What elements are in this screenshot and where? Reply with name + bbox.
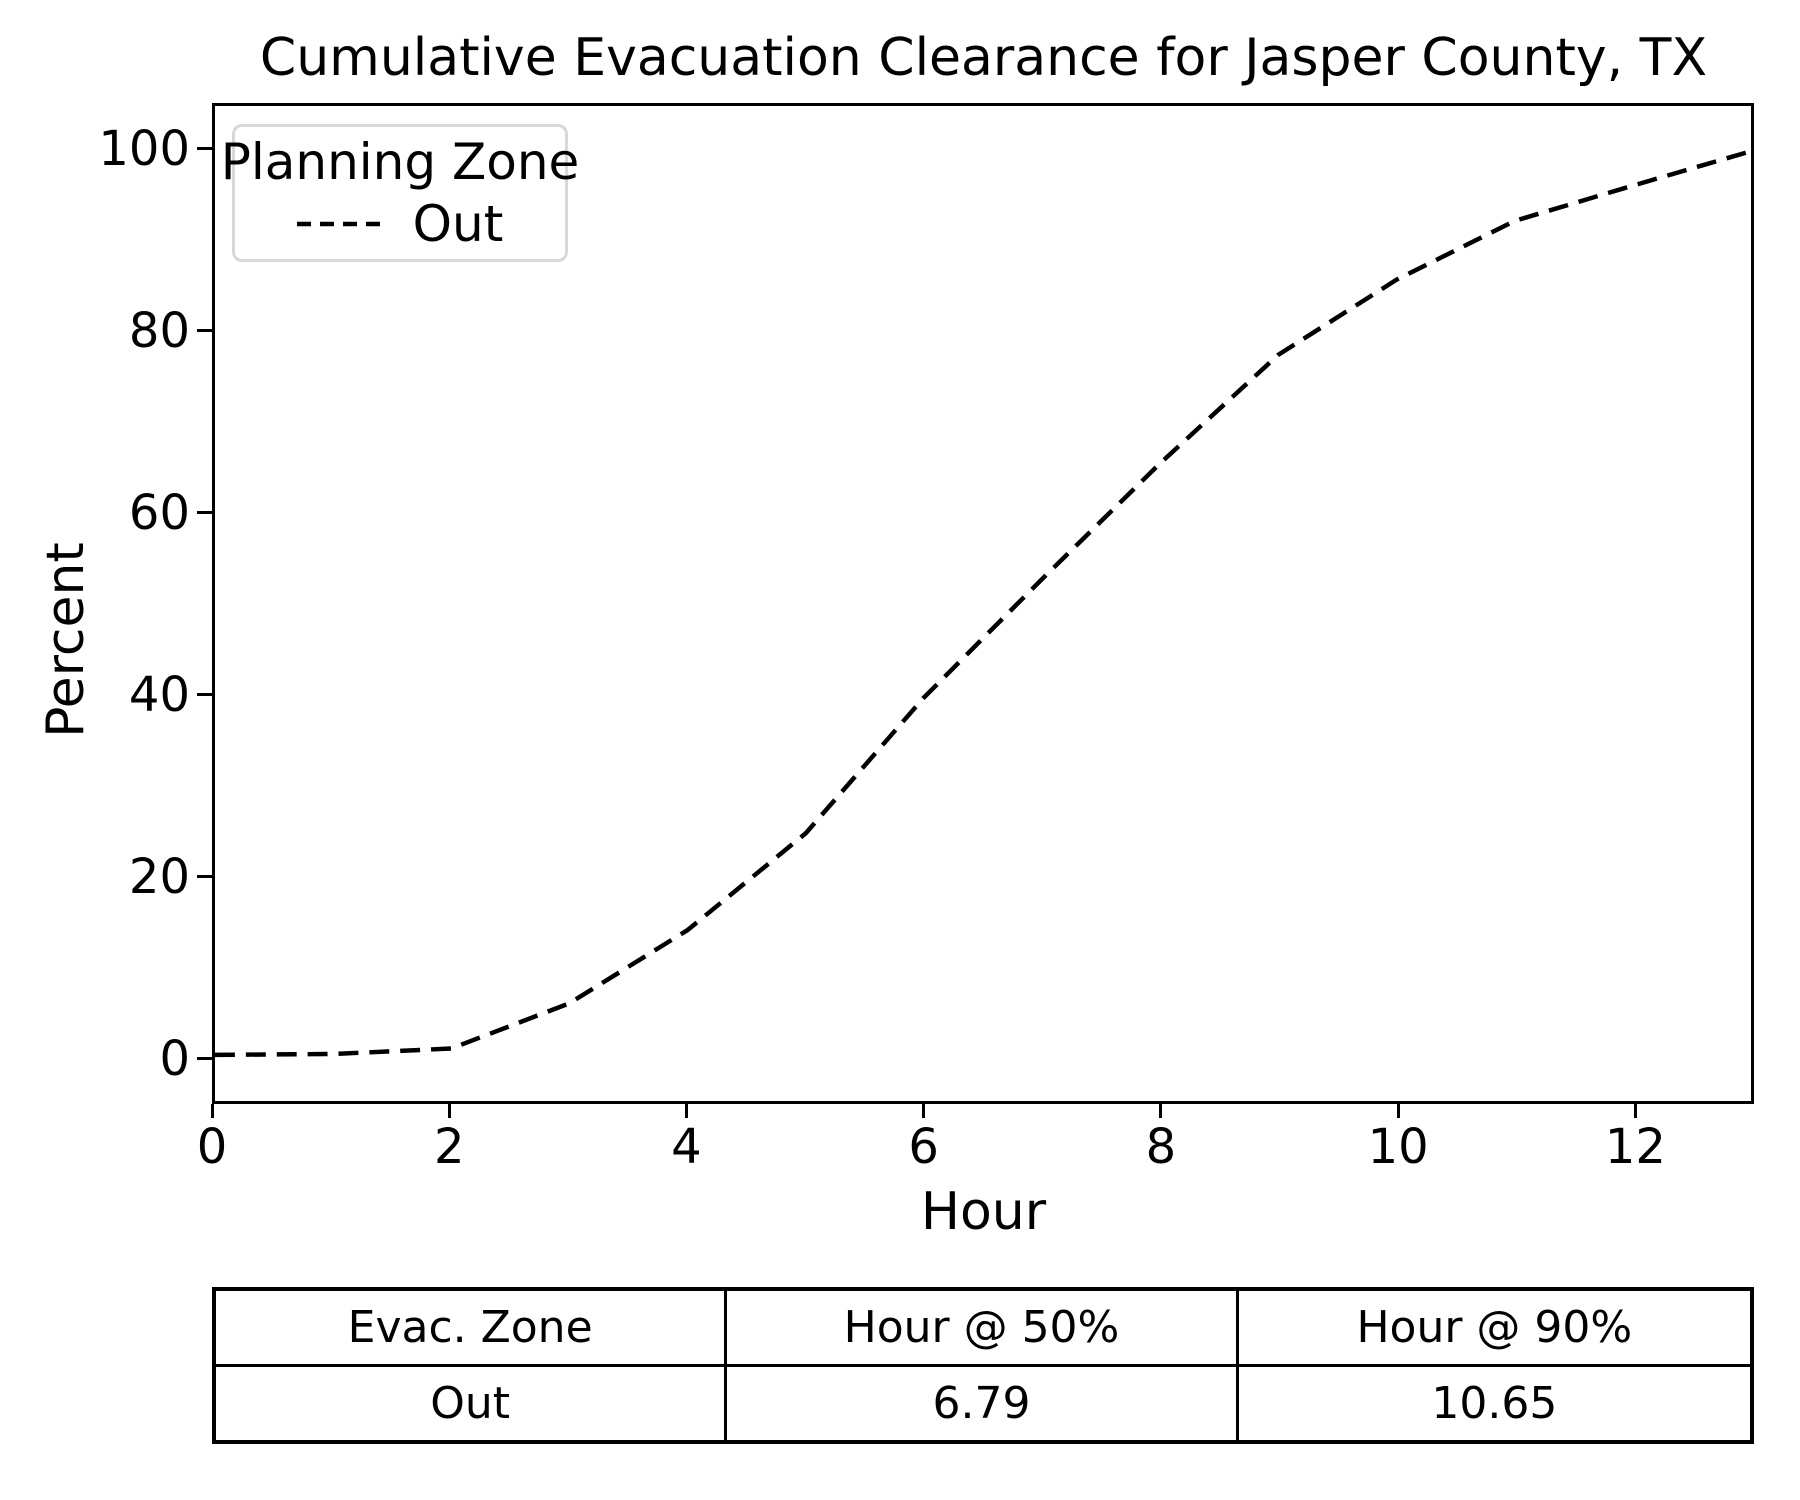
table-header-cell: Hour @ 50% (727, 1291, 1239, 1367)
x-tick-mark (447, 1104, 451, 1118)
x-tick-label: 6 (908, 1119, 939, 1175)
x-tick-label: 0 (196, 1119, 228, 1175)
legend: Planning Zone Out (221, 124, 579, 262)
x-tick-label: 12 (1604, 1119, 1666, 1175)
x-tick-mark (210, 1104, 214, 1118)
y-tick-label: 100 (98, 120, 190, 177)
summary-table: Evac. Zone Hour @ 50% Hour @ 90% Out 6.79 10.… (212, 1287, 1754, 1444)
y-tick-label: 0 (159, 1030, 190, 1087)
y-tick-mark (197, 329, 212, 332)
table-cell: 10.65 (1431, 1378, 1558, 1429)
table-cell: Out (216, 1367, 728, 1440)
table-cell: 6.79 (727, 1367, 1239, 1440)
series-out-line (215, 149, 1751, 1058)
y-tick-label: 40 (128, 666, 190, 723)
x-tick-mark (684, 1104, 688, 1118)
x-tick-label: 4 (671, 1119, 702, 1175)
y-tick-mark (197, 147, 212, 150)
x-axis-label: Hour (920, 1182, 1047, 1242)
table-header-cell: Evac. Zone (216, 1291, 728, 1367)
y-tick-label: 20 (128, 848, 190, 905)
x-tick-mark (1396, 1104, 1400, 1118)
legend-entry-label: Out (412, 195, 504, 253)
x-tick-mark (1633, 1104, 1637, 1118)
chart-title: Cumulative Evacuation Clearance for Jasp… (259, 28, 1708, 88)
x-tick-label: 8 (1145, 1119, 1177, 1175)
y-tick-mark (197, 875, 212, 878)
legend-title: Planning Zone (220, 133, 580, 191)
y-axis-label: Percent (36, 542, 96, 738)
series-plot (215, 149, 1751, 1058)
x-tick-label: 10 (1367, 1119, 1429, 1175)
y-tick-label: 80 (128, 302, 190, 359)
y-tick-mark (197, 1057, 212, 1060)
y-tick-mark (197, 511, 212, 514)
table-header-cell: Hour @ 90% (1238, 1291, 1750, 1367)
x-tick-mark (1159, 1104, 1163, 1118)
dashed-line-sample-icon (296, 221, 381, 227)
y-tick-mark (197, 693, 212, 696)
x-tick-mark (922, 1104, 926, 1118)
y-tick-label: 60 (128, 484, 190, 541)
x-tick-label: 2 (433, 1119, 465, 1175)
legend-entry-out: Out (296, 195, 504, 253)
plot-area: Planning Zone Out (212, 103, 1754, 1104)
